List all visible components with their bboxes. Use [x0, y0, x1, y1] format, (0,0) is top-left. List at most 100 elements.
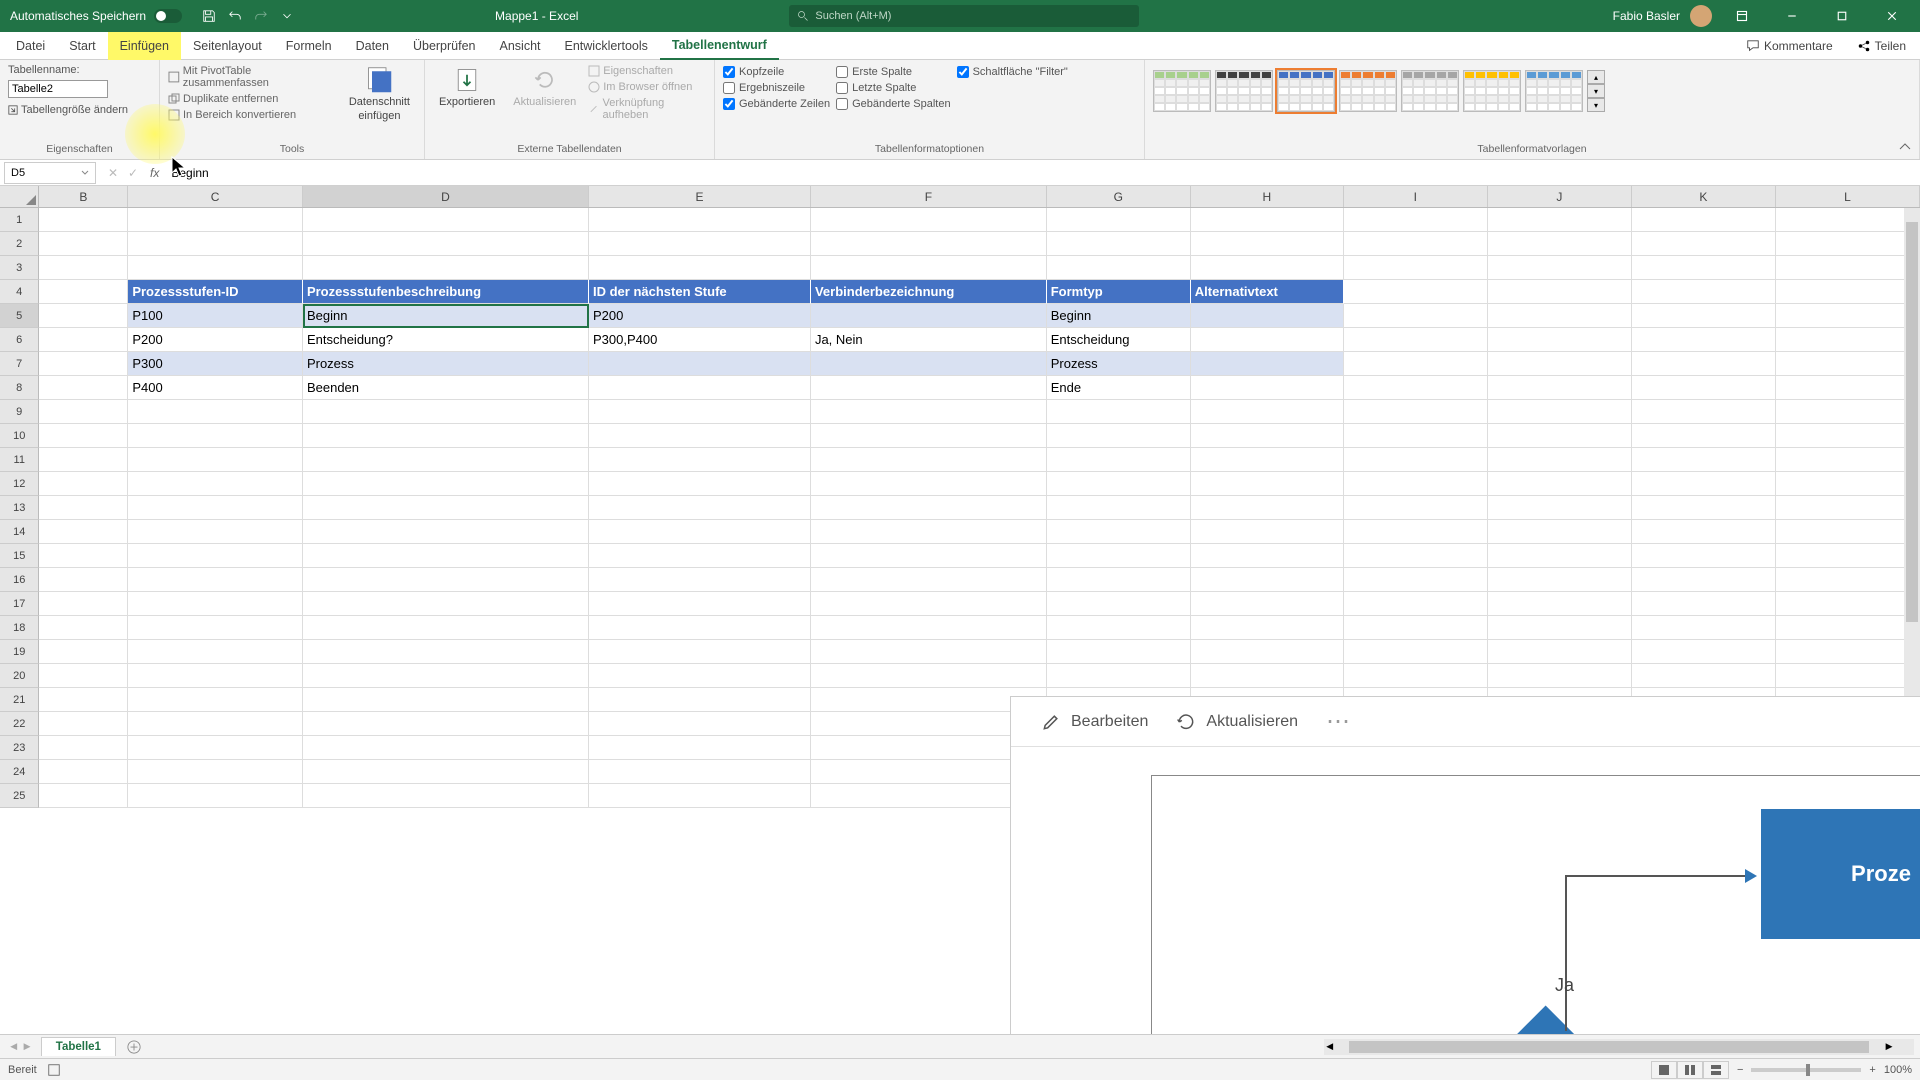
cell[interactable]: [1344, 544, 1488, 568]
cell[interactable]: [811, 448, 1047, 472]
cell[interactable]: [1488, 280, 1632, 304]
opt-banded-cols[interactable]: Gebänderte Spalten: [836, 96, 950, 112]
cell[interactable]: [39, 784, 128, 808]
cell[interactable]: [1191, 424, 1344, 448]
spreadsheet-grid[interactable]: BCDEFGHIJKL 1234Prozessstufen-IDProzesss…: [0, 186, 1920, 1034]
cell[interactable]: [1047, 496, 1191, 520]
cell[interactable]: [1632, 448, 1776, 472]
cell[interactable]: [128, 208, 303, 232]
horizontal-scrollbar[interactable]: ◄►: [1324, 1039, 1914, 1055]
shape-process[interactable]: Proze: [1761, 809, 1920, 939]
search-box[interactable]: Suchen (Alt+M): [789, 5, 1139, 27]
cell[interactable]: [1488, 640, 1632, 664]
cell[interactable]: Entscheidung?: [303, 328, 589, 352]
cell[interactable]: Prozess: [303, 352, 589, 376]
cell[interactable]: [1776, 376, 1920, 400]
cell[interactable]: [811, 664, 1047, 688]
cell[interactable]: [1047, 232, 1191, 256]
row-header[interactable]: 19: [0, 640, 39, 664]
cell[interactable]: [39, 640, 128, 664]
cell[interactable]: [303, 592, 589, 616]
cell[interactable]: [1632, 280, 1776, 304]
cell[interactable]: [1344, 616, 1488, 640]
cell[interactable]: [303, 232, 589, 256]
cell[interactable]: [128, 784, 303, 808]
table-style-thumb[interactable]: [1401, 70, 1459, 112]
undo-icon[interactable]: [226, 7, 244, 25]
cell[interactable]: [1776, 592, 1920, 616]
cell[interactable]: [1344, 448, 1488, 472]
cell[interactable]: [303, 688, 589, 712]
cell[interactable]: [1488, 352, 1632, 376]
cell[interactable]: [1632, 616, 1776, 640]
remove-duplicates-button[interactable]: Duplikate entfernen: [168, 92, 337, 106]
cell[interactable]: Beginn: [1047, 304, 1191, 328]
col-header[interactable]: C: [128, 186, 303, 207]
cell[interactable]: [1191, 520, 1344, 544]
cell[interactable]: [589, 568, 811, 592]
pivot-button[interactable]: Mit PivotTable zusammenfassen: [168, 64, 337, 90]
cell[interactable]: [1776, 400, 1920, 424]
cell[interactable]: [1047, 424, 1191, 448]
opt-last[interactable]: Letzte Spalte: [836, 80, 950, 96]
cell[interactable]: Ja, Nein: [811, 328, 1047, 352]
cell[interactable]: [1191, 328, 1344, 352]
cell[interactable]: [1191, 208, 1344, 232]
cell[interactable]: [811, 640, 1047, 664]
cell[interactable]: [1488, 544, 1632, 568]
cell[interactable]: [589, 688, 811, 712]
row-header[interactable]: 18: [0, 616, 39, 640]
cell[interactable]: [1776, 616, 1920, 640]
cell[interactable]: [1488, 592, 1632, 616]
cell[interactable]: [811, 568, 1047, 592]
cell[interactable]: [1632, 568, 1776, 592]
cell[interactable]: [1191, 448, 1344, 472]
table-style-thumb[interactable]: [1463, 70, 1521, 112]
cell[interactable]: [1776, 328, 1920, 352]
row-header[interactable]: 25: [0, 784, 39, 808]
cell[interactable]: [589, 592, 811, 616]
opt-banded-rows[interactable]: Gebänderte Zeilen: [723, 96, 830, 112]
cell[interactable]: [39, 352, 128, 376]
cell[interactable]: [811, 304, 1047, 328]
cell[interactable]: [589, 616, 811, 640]
cell[interactable]: [128, 448, 303, 472]
cell[interactable]: [1632, 664, 1776, 688]
cell[interactable]: [1191, 232, 1344, 256]
row-header[interactable]: 17: [0, 592, 39, 616]
tab-formeln[interactable]: Formeln: [274, 32, 344, 60]
cell[interactable]: [1488, 448, 1632, 472]
table-styles-gallery[interactable]: ▴▾▾: [1153, 64, 1911, 112]
cell[interactable]: [128, 568, 303, 592]
cell[interactable]: [589, 712, 811, 736]
autosave-toggle[interactable]: Automatisches Speichern: [0, 9, 192, 23]
cell[interactable]: [1344, 400, 1488, 424]
cell[interactable]: [1488, 232, 1632, 256]
row-header[interactable]: 11: [0, 448, 39, 472]
close-icon[interactable]: [1872, 0, 1912, 32]
cell[interactable]: [1047, 400, 1191, 424]
cell[interactable]: [39, 712, 128, 736]
row-header[interactable]: 24: [0, 760, 39, 784]
cell[interactable]: Beginn: [303, 304, 589, 328]
cell[interactable]: [39, 232, 128, 256]
col-header[interactable]: B: [39, 186, 128, 207]
cell[interactable]: [303, 784, 589, 808]
cell[interactable]: [1191, 304, 1344, 328]
row-header[interactable]: 23: [0, 736, 39, 760]
cell[interactable]: [1632, 544, 1776, 568]
tab-seitenlayout[interactable]: Seitenlayout: [181, 32, 274, 60]
row-header[interactable]: 5: [0, 304, 39, 328]
visio-edit-button[interactable]: Bearbeiten: [1041, 712, 1148, 732]
row-header[interactable]: 9: [0, 400, 39, 424]
cell[interactable]: [1776, 208, 1920, 232]
cell[interactable]: [1776, 448, 1920, 472]
cell[interactable]: [589, 424, 811, 448]
export-button[interactable]: Exportieren: [433, 64, 501, 110]
cell[interactable]: [1632, 424, 1776, 448]
tab-einfuegen[interactable]: Einfügen: [108, 32, 181, 60]
cell[interactable]: P300: [128, 352, 303, 376]
cell[interactable]: [1191, 568, 1344, 592]
cell[interactable]: [1047, 568, 1191, 592]
cell[interactable]: [811, 232, 1047, 256]
